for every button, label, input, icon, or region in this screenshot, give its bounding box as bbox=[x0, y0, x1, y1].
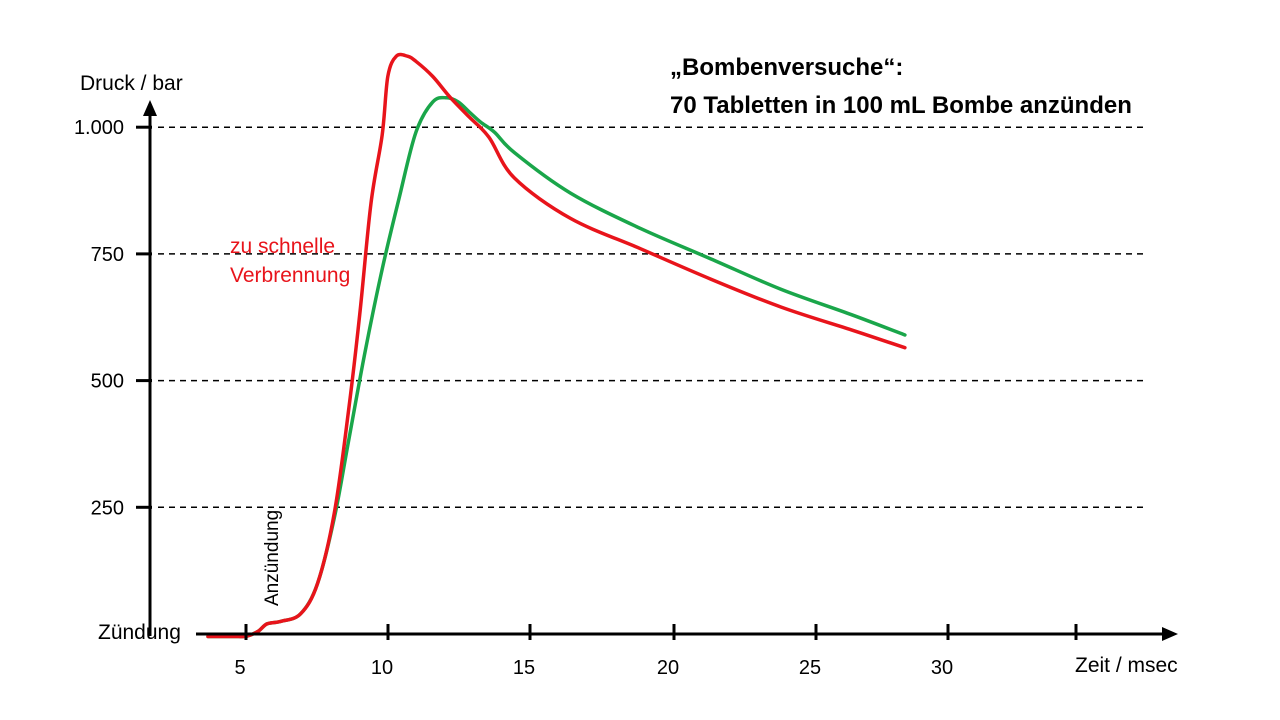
y-tick-label-250: 250 bbox=[91, 497, 124, 519]
chart-title-line-1: „Bombenversuche“: bbox=[670, 54, 904, 81]
annotation-fast-combustion-line-2: Verbrennung bbox=[230, 264, 351, 287]
series-line-green bbox=[206, 95, 907, 639]
x-tick-label-30: 30 bbox=[931, 657, 953, 679]
annotation-fast-combustion-line-1: zu schnelle bbox=[230, 235, 336, 258]
x-axis-label: Zeit / msec bbox=[1075, 654, 1178, 677]
y-tick-label-500: 500 bbox=[91, 371, 124, 393]
y-axis-label: Druck / bar bbox=[80, 72, 183, 95]
data-series bbox=[206, 52, 907, 639]
axes bbox=[143, 100, 1178, 641]
grid-lines bbox=[158, 126, 1148, 509]
x-tick-label-15: 15 bbox=[513, 657, 535, 679]
y-axis-arrow bbox=[143, 100, 157, 116]
x-tick-label-5: 5 bbox=[234, 657, 245, 679]
chart-title-line-2: 70 Tabletten in 100 mL Bombe anzünden bbox=[670, 92, 1132, 119]
x-axis-arrow bbox=[1162, 627, 1178, 641]
annotation-ignition: Anzündung bbox=[262, 509, 283, 606]
x-tick-label-25: 25 bbox=[799, 657, 821, 679]
y-tick-label-750: 750 bbox=[91, 244, 124, 266]
x-tick-label-10: 10 bbox=[371, 657, 393, 679]
ticks: 250 500 750 1.000 5 10 15 20 25 30 bbox=[74, 117, 1078, 679]
y-tick-label-1000: 1.000 bbox=[74, 117, 124, 139]
origin-label: Zündung bbox=[98, 621, 181, 644]
series-line-red bbox=[206, 52, 907, 639]
annotation-fast-combustion: zu schnelle Verbrennung bbox=[230, 232, 350, 290]
x-tick-label-20: 20 bbox=[657, 657, 679, 679]
